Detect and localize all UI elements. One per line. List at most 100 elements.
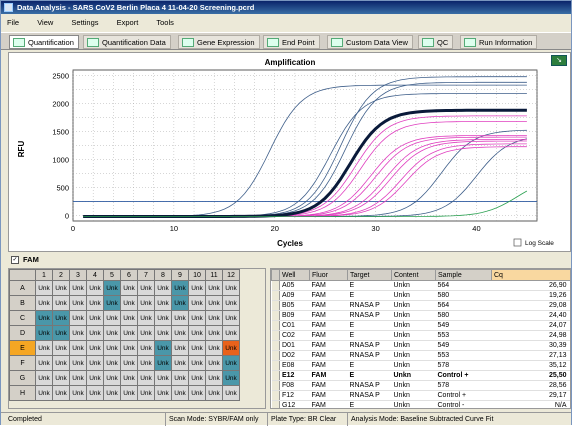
tab-quantification-data[interactable]: Quantification Data <box>83 35 171 49</box>
row-selector[interactable] <box>271 330 280 341</box>
plate-col-header[interactable]: 3 <box>69 269 87 281</box>
plate-well[interactable]: Unk <box>86 310 104 326</box>
plate-well[interactable]: Unk <box>86 280 104 296</box>
plate-well[interactable]: Unk <box>222 280 240 296</box>
plate-well[interactable]: Unk <box>103 325 121 341</box>
plate-well[interactable]: Unk <box>86 385 104 401</box>
plate-well[interactable]: Unk <box>35 310 53 326</box>
plate-well[interactable]: Unk <box>171 340 189 356</box>
plate-well[interactable]: Unk <box>86 355 104 371</box>
row-selector[interactable] <box>271 350 280 361</box>
plate-col-header[interactable]: 12 <box>222 269 240 281</box>
plate-well[interactable]: Unk <box>120 370 138 386</box>
row-selector[interactable] <box>271 280 280 291</box>
table-row[interactable]: B05 FAM RNASA P Unkn 564 29,08 <box>271 300 570 311</box>
col-header-content[interactable]: Content <box>391 269 436 281</box>
plate-well[interactable]: Unk <box>154 325 172 341</box>
plate-well[interactable]: Unk <box>52 295 70 311</box>
plate-well[interactable]: Unk <box>103 340 121 356</box>
plate-well[interactable]: Unk <box>188 310 206 326</box>
plate-well[interactable]: Unk <box>103 295 121 311</box>
plate-col-header[interactable]: 1 <box>35 269 53 281</box>
plate-well[interactable]: Unk <box>69 280 87 296</box>
plate-well[interactable]: Unk <box>35 385 53 401</box>
plate-row-header[interactable]: D <box>9 325 36 341</box>
plate-well[interactable]: Unk <box>35 370 53 386</box>
plate-well[interactable]: Unk <box>222 340 240 356</box>
plate-well[interactable]: Unk <box>137 385 155 401</box>
table-row[interactable]: E08 FAM E Unkn 578 35,12 <box>271 360 570 371</box>
plate-row-header[interactable]: B <box>9 295 36 311</box>
plate-well[interactable]: Unk <box>171 310 189 326</box>
plate-well[interactable]: Unk <box>35 340 53 356</box>
plate-well[interactable]: Unk <box>171 385 189 401</box>
plate-well[interactable]: Unk <box>86 295 104 311</box>
plate-well[interactable]: Unk <box>205 340 223 356</box>
plate-well[interactable]: Unk <box>120 385 138 401</box>
plate-col-header[interactable]: 7 <box>137 269 155 281</box>
row-selector[interactable] <box>271 340 280 351</box>
plate-well[interactable]: Unk <box>154 355 172 371</box>
table-row[interactable]: C02 FAM E Unkn 553 24,98 <box>271 330 570 341</box>
plate-well[interactable]: Unk <box>188 325 206 341</box>
plate-well[interactable]: Unk <box>103 355 121 371</box>
plate-row-header[interactable]: G <box>9 370 36 386</box>
log-scale-checkbox[interactable] <box>513 238 522 247</box>
table-row[interactable]: F12 FAM RNASA P Unkn Control +29,17 <box>271 390 570 401</box>
col-header-target[interactable]: Target <box>347 269 392 281</box>
menu-export[interactable]: Export <box>116 18 139 27</box>
plate-col-header[interactable]: 9 <box>171 269 189 281</box>
plate-well[interactable]: Unk <box>205 280 223 296</box>
plate-well[interactable]: Unk <box>137 370 155 386</box>
plate-well[interactable]: Unk <box>69 325 87 341</box>
plate-well[interactable]: Unk <box>35 325 53 341</box>
plate-well[interactable]: Unk <box>120 325 138 341</box>
plate-well[interactable]: Unk <box>154 310 172 326</box>
plate-well[interactable]: Unk <box>188 370 206 386</box>
col-header-well[interactable]: Well <box>279 269 310 281</box>
plate-well[interactable]: Unk <box>86 325 104 341</box>
plate-row-header[interactable]: C <box>9 310 36 326</box>
plate-well[interactable]: Unk <box>222 370 240 386</box>
plate-well[interactable]: Unk <box>69 310 87 326</box>
plate-well[interactable]: Unk <box>52 310 70 326</box>
plate-well[interactable]: Unk <box>188 280 206 296</box>
table-row[interactable]: B09 FAM RNASA P Unkn 580 24,40 <box>271 310 570 321</box>
menu-view[interactable]: View <box>37 18 54 27</box>
row-selector[interactable] <box>271 400 280 408</box>
plate-well[interactable]: Unk <box>205 310 223 326</box>
plate-well[interactable]: Unk <box>120 340 138 356</box>
plate-well[interactable]: Unk <box>120 355 138 371</box>
col-header-fluor[interactable]: Fluor <box>309 269 348 281</box>
plate-well[interactable]: Unk <box>222 355 240 371</box>
row-selector[interactable] <box>271 380 280 391</box>
plate-row-header[interactable]: F <box>9 355 36 371</box>
plate-well[interactable]: Unk <box>103 280 121 296</box>
plate-well[interactable]: Unk <box>154 370 172 386</box>
plate-well[interactable]: Unk <box>205 385 223 401</box>
plate-well[interactable]: Unk <box>52 355 70 371</box>
plate-col-header[interactable]: 10 <box>188 269 206 281</box>
plate-col-header[interactable]: 8 <box>154 269 172 281</box>
row-selector[interactable] <box>271 390 280 401</box>
plate-well[interactable]: Unk <box>103 370 121 386</box>
plate-row-header[interactable]: E <box>9 340 36 356</box>
col-header-cq[interactable]: Cq <box>491 269 570 281</box>
plate-well[interactable]: Unk <box>120 310 138 326</box>
plate-well[interactable]: Unk <box>205 370 223 386</box>
plate-well[interactable]: Unk <box>103 310 121 326</box>
plate-well[interactable]: Unk <box>69 295 87 311</box>
tab-gene-expression[interactable]: Gene Expression <box>178 35 260 49</box>
plate-well[interactable]: Unk <box>154 385 172 401</box>
plate-well[interactable]: Unk <box>222 325 240 341</box>
plate-well[interactable]: Unk <box>137 295 155 311</box>
tab-run-information[interactable]: Run Information <box>460 35 538 49</box>
plate-well[interactable]: Unk <box>171 295 189 311</box>
row-selector[interactable] <box>271 290 280 301</box>
tab-quantification[interactable]: Quantification <box>9 35 79 49</box>
plate-well[interactable]: Unk <box>52 280 70 296</box>
plate-well[interactable]: Unk <box>154 295 172 311</box>
plate-col-header[interactable]: 11 <box>205 269 223 281</box>
row-selector[interactable] <box>271 310 280 321</box>
tab-end-point[interactable]: End Point <box>263 35 320 49</box>
